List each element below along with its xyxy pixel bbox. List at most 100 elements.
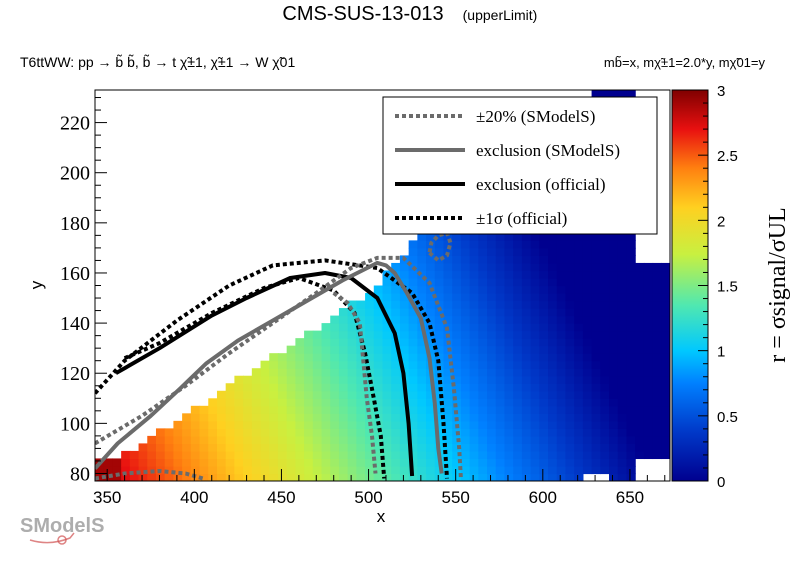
- heatmap-cell: [277, 368, 288, 377]
- heatmap-cell: [539, 450, 549, 460]
- heatmap-cell: [487, 323, 497, 332]
- heatmap-cell: [225, 458, 235, 467]
- heatmap-cell: [164, 435, 175, 444]
- heatmap-cell: [600, 308, 610, 317]
- heatmap-cell: [408, 375, 418, 384]
- heatmap-cell: [208, 420, 218, 429]
- heatmap-cell: [269, 368, 279, 377]
- heatmap-cell: [312, 353, 323, 362]
- heatmap-cell: [591, 308, 601, 317]
- heatmap-cell: [460, 308, 471, 317]
- heatmap-cell: [504, 465, 514, 475]
- heatmap-cell: [661, 375, 670, 384]
- heatmap-cell: [469, 420, 479, 429]
- heatmap-cell: [260, 458, 270, 467]
- heatmap-cell: [591, 338, 601, 347]
- heatmap-cell: [504, 390, 514, 399]
- heatmap-cell: [539, 338, 549, 347]
- heatmap-cell: [556, 270, 567, 279]
- heatmap-cell: [600, 383, 610, 392]
- heatmap-cell: [443, 232, 453, 241]
- heatmap-cell: [582, 285, 593, 294]
- heatmap-cell: [460, 345, 471, 354]
- heatmap-cell: [556, 398, 567, 407]
- heatmap-cell: [434, 277, 445, 287]
- heatmap-cell: [652, 323, 662, 332]
- heatmap-cell: [530, 450, 540, 460]
- heatmap-cell: [373, 443, 384, 452]
- heatmap-cell: [460, 450, 471, 460]
- heatmap-cell: [417, 450, 427, 460]
- heatmap-cell: [600, 465, 610, 475]
- heatmap-cell: [574, 443, 584, 452]
- heatmap-cell: [521, 458, 532, 467]
- heatmap-cell: [521, 353, 532, 362]
- heatmap-cell: [330, 353, 340, 362]
- heatmap-cell: [373, 368, 384, 377]
- heatmap-cell: [635, 435, 645, 444]
- heatmap-cell: [495, 300, 506, 309]
- heatmap-cell: [635, 300, 645, 309]
- heatmap-cell: [478, 450, 488, 460]
- heatmap-cell: [443, 428, 453, 437]
- heatmap-cell: [609, 458, 619, 467]
- heatmap-cell: [478, 465, 488, 475]
- heatmap-cell: [652, 338, 662, 347]
- heatmap-cell: [277, 458, 288, 467]
- heatmap-cell: [495, 473, 506, 481]
- heatmap-cell: [321, 360, 331, 369]
- heatmap-cell: [513, 247, 523, 257]
- heatmap-cell: [652, 420, 662, 429]
- heatmap-cell: [452, 255, 462, 264]
- heatmap-cell: [243, 383, 253, 392]
- heatmap-cell: [582, 375, 593, 384]
- heatmap-cell: [556, 405, 567, 414]
- heatmap-cell: [574, 330, 584, 339]
- heatmap-cell: [617, 390, 628, 399]
- heatmap-cell: [582, 405, 593, 414]
- heatmap-cell: [643, 450, 654, 460]
- heatmap-cell: [661, 405, 670, 414]
- heatmap-cell: [513, 405, 523, 414]
- heatmap-cell: [417, 300, 427, 309]
- heatmap-cell: [347, 420, 357, 429]
- heatmap-cell: [661, 398, 670, 407]
- heatmap-cell: [365, 345, 375, 354]
- heatmap-cell: [574, 308, 584, 317]
- heatmap-cell: [399, 323, 410, 332]
- heatmap-cell: [521, 308, 532, 317]
- heatmap-cell: [504, 413, 514, 422]
- heatmap-cell: [190, 465, 201, 475]
- heatmap-cell: [617, 473, 628, 481]
- heatmap-cell: [286, 360, 296, 369]
- heatmap-cell: [304, 428, 314, 437]
- heatmap-cell: [443, 255, 453, 264]
- heatmap-cell: [609, 330, 619, 339]
- heatmap-cell: [548, 277, 558, 287]
- heatmap-cell: [251, 450, 262, 460]
- heatmap-cell: [443, 262, 453, 272]
- heatmap-cell: [260, 383, 270, 392]
- heatmap-cell: [399, 293, 410, 302]
- heatmap-cell: [460, 405, 471, 414]
- heatmap-cell: [338, 435, 349, 444]
- heatmap-cell: [330, 360, 340, 369]
- heatmap-cell: [269, 428, 279, 437]
- heatmap-cell: [338, 360, 349, 369]
- heatmap-cell: [609, 473, 619, 481]
- heatmap-cell: [530, 473, 540, 481]
- heatmap-cell: [478, 383, 488, 392]
- heatmap-cell: [365, 353, 375, 362]
- heatmap-cell: [513, 435, 523, 444]
- heatmap-cell: [600, 428, 610, 437]
- heatmap-cell: [399, 345, 410, 354]
- heatmap-cell: [548, 398, 558, 407]
- heatmap-cell: [460, 443, 471, 452]
- heatmap-cell: [382, 285, 392, 294]
- heatmap-cell: [190, 450, 201, 460]
- heatmap-cell: [365, 368, 375, 377]
- heatmap-cell: [661, 285, 670, 294]
- heatmap-cell: [155, 428, 166, 437]
- heatmap-cell: [251, 435, 262, 444]
